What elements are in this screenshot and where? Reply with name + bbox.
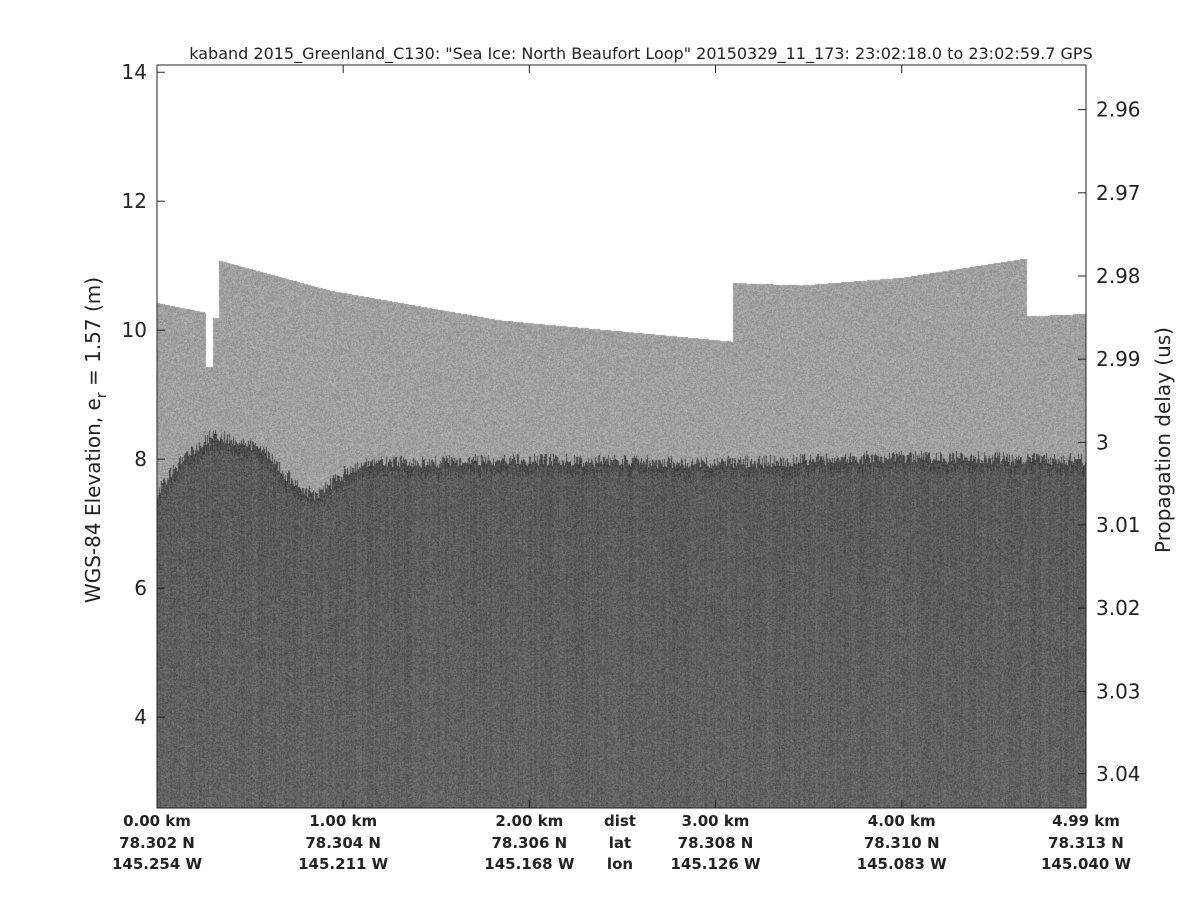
x-row-label-lat: lat — [609, 834, 631, 852]
x-tick-label-lat: 78.304 N — [305, 834, 381, 852]
y2-tick-label: 2.98 — [1096, 264, 1141, 288]
y2-tick-label: 2.96 — [1096, 98, 1141, 122]
y2-tick-label: 3.03 — [1096, 679, 1141, 703]
x-tick-label-lon: 145.083 W — [857, 855, 948, 873]
y2-tick-label: 2.99 — [1096, 347, 1141, 371]
y-tick-label: 12 — [122, 189, 147, 213]
x-tick-label-lat: 78.302 N — [119, 834, 195, 852]
x-tick-label-lat: 78.313 N — [1048, 834, 1124, 852]
y-tick-label: 10 — [122, 318, 147, 342]
chart-title: kaband 2015_Greenland_C130: "Sea Ice: No… — [189, 44, 1092, 64]
x-tick-label-dist: 0.00 km — [123, 812, 191, 830]
plot-frame — [156, 64, 1087, 809]
x-tick-label-dist: 1.00 km — [309, 812, 377, 830]
y-tick-label: 6 — [134, 576, 147, 600]
x-row-label-lon: lon — [607, 855, 633, 873]
x-tick-label-lon: 145.168 W — [484, 855, 575, 873]
y2-tick-label: 2.97 — [1096, 181, 1141, 205]
x-tick-label-lon: 145.211 W — [298, 855, 389, 873]
y2-tick-label: 3 — [1096, 430, 1109, 454]
echogram-image — [157, 40, 1086, 808]
x-tick-label-dist: 4.00 km — [868, 812, 936, 830]
y2-tick-label: 3.01 — [1096, 513, 1141, 537]
y-tick-label: 14 — [122, 60, 147, 84]
x-tick-label-lat: 78.306 N — [492, 834, 568, 852]
y2-tick-label: 3.02 — [1096, 596, 1141, 620]
y2-axis-label: Propagation delay (us) — [1151, 327, 1175, 553]
y-tick-label: 4 — [134, 705, 147, 729]
y-axis-label: WGS-84 Elevation, er = 1.57 (m) — [81, 277, 110, 603]
x-row-label-dist: dist — [604, 812, 636, 830]
x-tick-label-lon: 145.254 W — [112, 855, 203, 873]
x-tick-label-lon: 145.040 W — [1041, 855, 1132, 873]
x-tick-label-dist: 3.00 km — [682, 812, 750, 830]
x-tick-label-dist: 2.00 km — [495, 812, 563, 830]
x-tick-label-dist: 4.99 km — [1052, 812, 1120, 830]
y-tick-label: 8 — [134, 447, 147, 471]
x-tick-label-lon: 145.126 W — [670, 855, 761, 873]
y2-tick-label: 3.04 — [1096, 762, 1141, 786]
x-tick-label-lat: 78.308 N — [678, 834, 754, 852]
x-tick-label-lat: 78.310 N — [864, 834, 940, 852]
